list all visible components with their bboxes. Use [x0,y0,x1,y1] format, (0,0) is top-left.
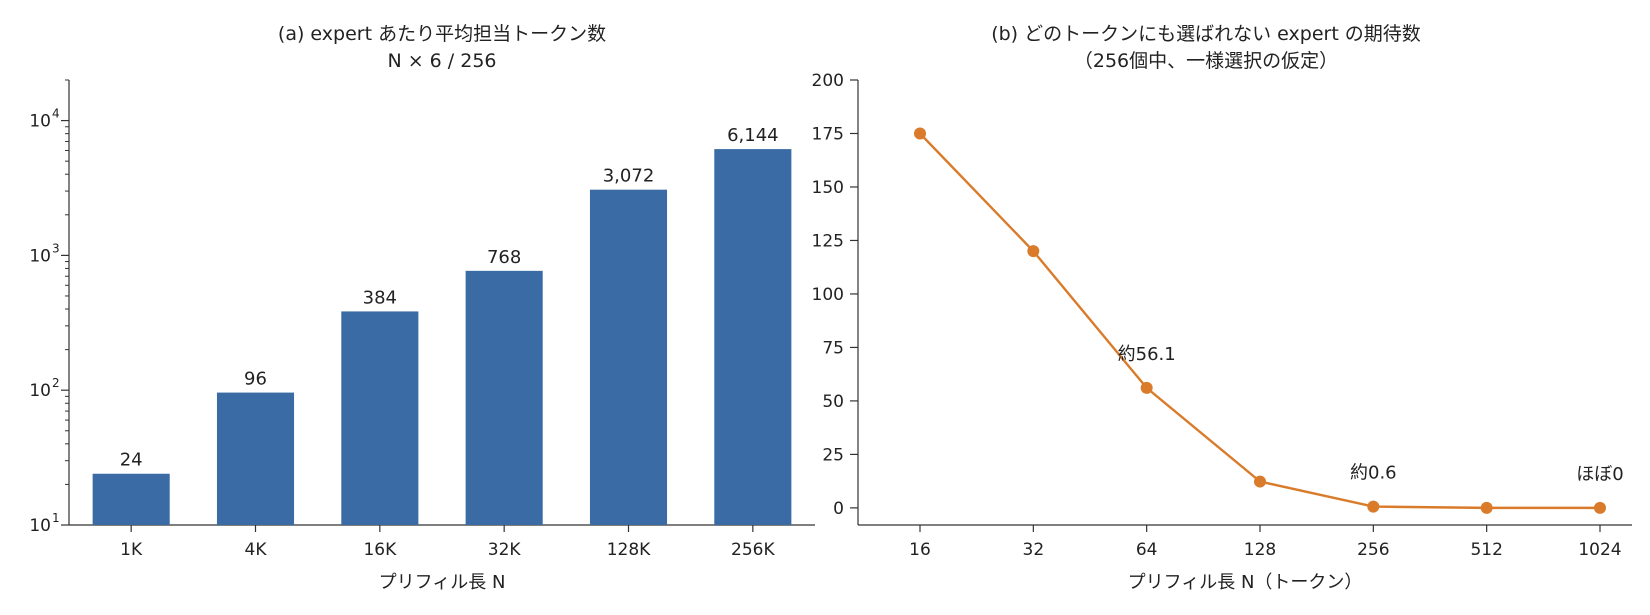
panel-b-y-tick-label: 150 [812,178,844,198]
panel-b-x-tick-label: 32 [1023,540,1045,560]
annotation-label: 約56.1 [1118,344,1176,365]
panel-a-bars: 24 96 384 768 3,072 6,144 [92,125,792,525]
panel-a-y-tick-exponent: 2 [52,376,60,390]
bar-value-label: 96 [244,369,267,390]
data-point [1027,245,1040,258]
bar [216,392,295,525]
data-point [1480,501,1493,514]
panel-a-x-tick-label: 4K [245,540,268,560]
panel-a-x-tick-label: 256K [731,540,775,560]
panel-b-x-tick-label: 512 [1470,540,1502,560]
bar-value-label: 3,072 [603,166,655,187]
panel-b-y-tick-label: 50 [822,392,844,412]
data-point [1254,475,1266,488]
bar-value-label: 384 [363,287,397,308]
panel-b-subtitle: （256個中、一様選択の仮定） [1074,50,1338,72]
panel-a-x-tick-label: 1K [120,540,143,560]
panel-b-x-tick-label: 1024 [1578,540,1621,560]
panel-b-x-tick-label: 128 [1244,540,1276,560]
panel-a-y-tick-exponent: 4 [52,107,60,121]
bar-value-label: 768 [487,247,521,268]
panel-b-x-ticks: 16 32 64 128 256 512 1024 [909,525,1622,560]
panel-a-y-tick-label: 10 [29,246,51,266]
data-point [1594,501,1606,514]
panel-a-y-tick-exponent: 1 [52,511,60,525]
panel-b-annotations: 約56.1 約0.6 ほぼ0 [1118,344,1624,485]
data-point [914,127,926,140]
panel-b: (b) どのトークンにも選ばれない expert の期待数 （256個中、一様選… [812,23,1632,593]
bar-value-label: 6,144 [727,125,779,146]
panel-b-x-tick-label: 16 [909,540,931,560]
panel-a-subtitle: N × 6 / 256 [387,50,496,72]
panel-b-y-tick-label: 200 [812,71,844,91]
panel-a-y-tick-label: 10 [29,112,51,132]
bar [714,149,792,525]
panel-b-y-tick-label: 75 [822,338,844,358]
panel-a-x-tick-label: 128K [607,540,651,560]
panel-a-title: (a) expert あたり平均担当トークン数 [278,23,606,45]
panel-b-x-tick-label: 64 [1136,540,1158,560]
annotation-label: ほぼ0 [1576,464,1623,485]
bar [465,270,543,525]
panel-b-y-ticks: 0 25 50 75 100 125 150 175 200 [812,71,858,519]
bar [341,311,419,525]
bar-value-label: 24 [120,450,143,471]
panel-b-y-tick-label: 25 [822,445,844,465]
panel-a: (a) expert あたり平均担当トークン数 N × 6 / 256 10 11… [29,23,815,593]
panel-a-y-tick-label: 10 [29,381,51,401]
panel-a-minor-ticks [65,79,69,485]
panel-b-title: (b) どのトークンにも選ばれない expert の期待数 [991,23,1421,45]
panel-b-y-tick-label: 100 [812,285,844,305]
data-point [1367,500,1380,513]
panel-b-x-tick-label: 256 [1357,540,1389,560]
panel-a-x-label: プリフィル長 N [379,572,506,593]
series-line [919,132,1600,510]
panel-a-x-tick-label: 32K [488,540,522,560]
panel-b-series [914,127,1606,514]
bar [92,473,170,525]
panel-b-x-label: プリフィル長 N（トークン） [1128,572,1363,593]
panel-b-y-tick-label: 175 [812,124,844,144]
panel-a-x-tick-label: 16K [363,540,397,560]
bar [589,189,668,525]
panel-a-y-tick-label: 10 [29,516,51,536]
panel-a-y-tick-exponent: 3 [52,241,60,255]
data-point [1140,381,1153,394]
panel-a-x-ticks: 1K 4K 16K 32K 128K 256K [120,525,775,560]
annotation-label: 約0.6 [1350,463,1397,484]
panel-b-y-tick-label: 0 [833,499,844,519]
panel-b-y-tick-label: 125 [812,231,844,251]
